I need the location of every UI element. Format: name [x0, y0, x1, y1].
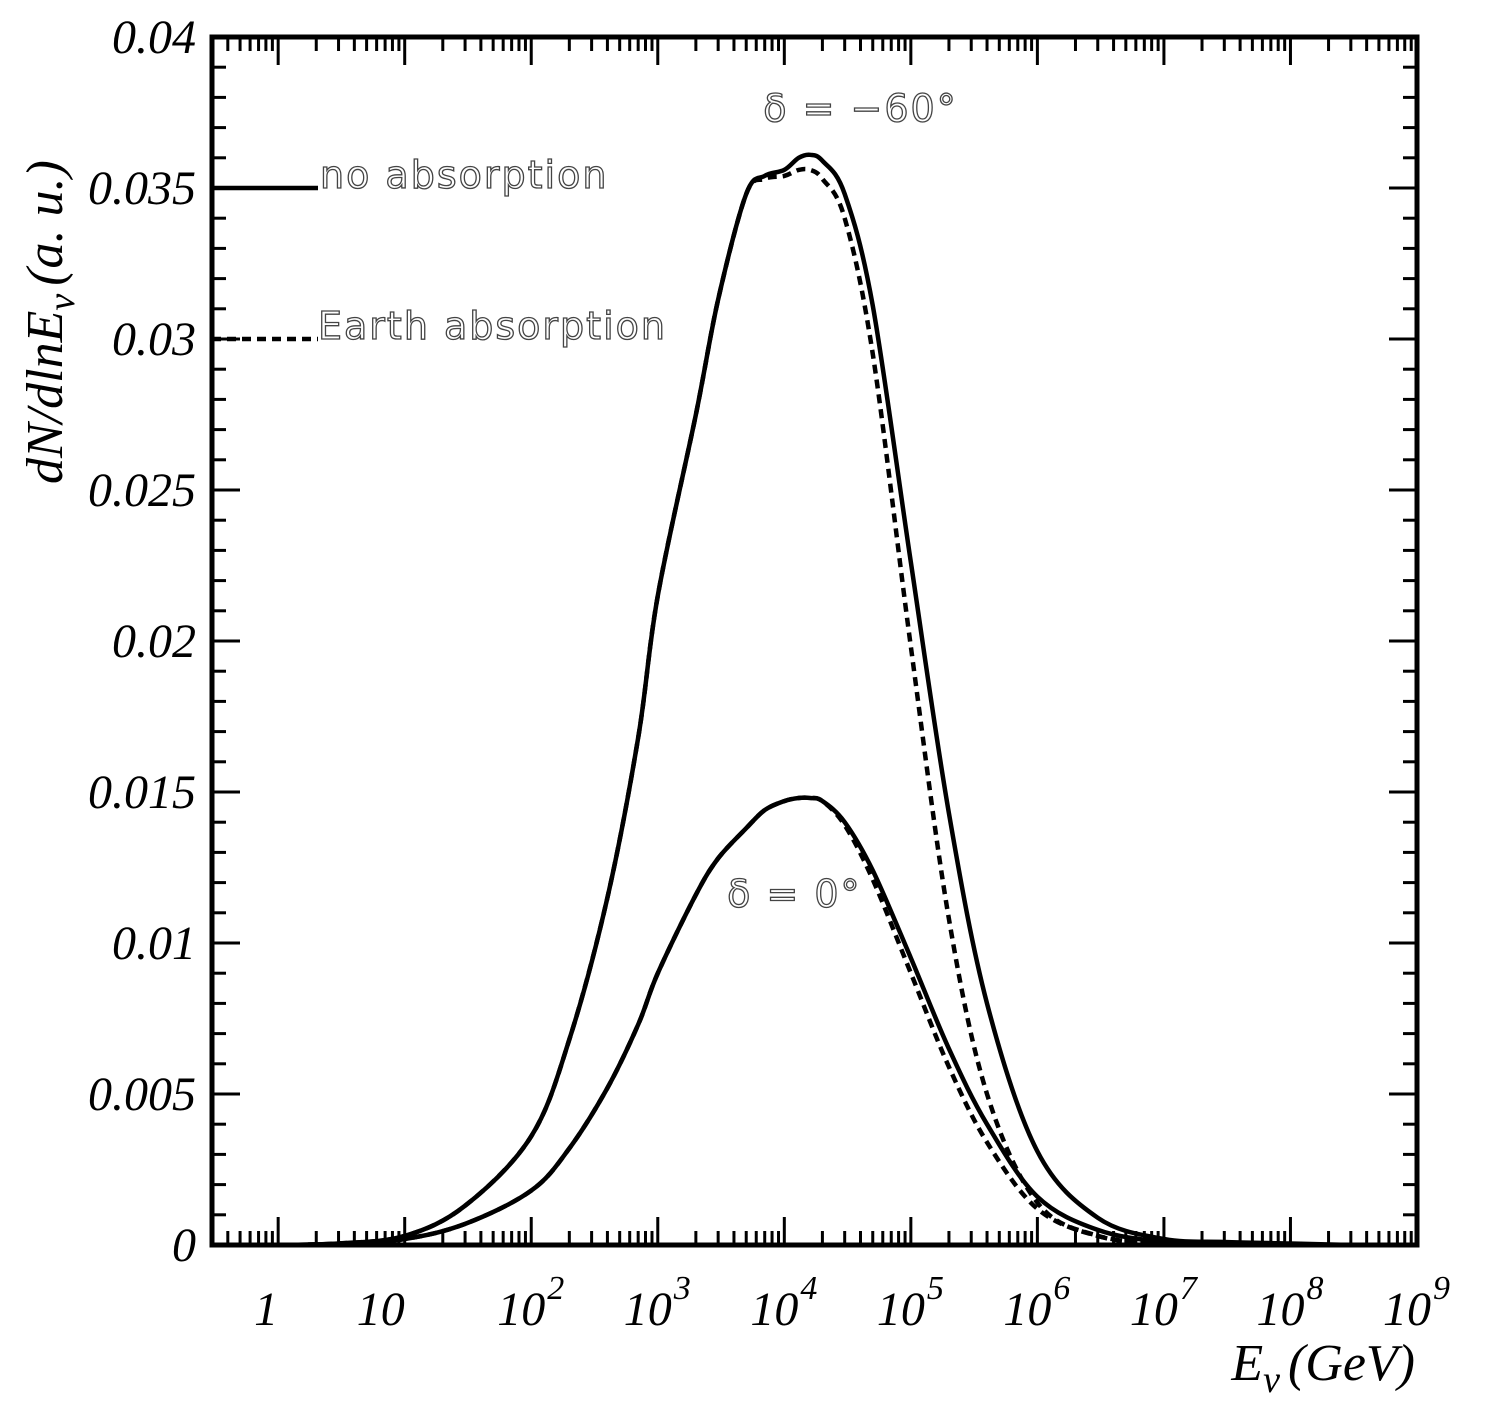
curves [278, 152, 1351, 1248]
x-tick-exponent: 8 [1306, 1270, 1323, 1307]
x-tick-base: 10 [497, 1283, 545, 1336]
major-ticks [212, 35, 1419, 1247]
x-tick-base: 10 [1383, 1283, 1431, 1336]
x-tick-label: 106 [1003, 1270, 1070, 1336]
x-tick-exponent: 6 [1053, 1270, 1070, 1307]
y-tick-label: 0.005 [88, 1068, 196, 1121]
x-tick-label: 10 [357, 1283, 405, 1336]
legend-label-earth-absorption: Earth absorption [318, 304, 667, 348]
curve-delta-0-earth-absorption [278, 795, 1291, 1248]
y-axis-label-unit: (a. u.) [17, 160, 74, 286]
y-tick-label: 0.03 [112, 313, 196, 366]
x-tick-exponent: 4 [800, 1270, 817, 1307]
x-axis-label-sub: ν [1263, 1359, 1280, 1401]
y-tick-label: 0.02 [112, 615, 196, 668]
x-tick-label: 107 [1130, 1270, 1199, 1336]
x-tick-label: 108 [1256, 1270, 1323, 1336]
x-tick-label: 105 [877, 1270, 944, 1336]
x-tick-exponent: 7 [1180, 1270, 1199, 1307]
x-tick-label: 104 [750, 1270, 817, 1336]
x-axis-label: Eν (GeV) [1230, 1335, 1415, 1401]
plot-frame [209, 34, 1420, 1248]
x-tick-label: 102 [497, 1270, 564, 1336]
x-axis-label-main: E [1230, 1335, 1263, 1392]
y-tick-label: 0.015 [88, 766, 196, 819]
y-tick-label: 0 [172, 1219, 196, 1272]
x-tick-base: 10 [1130, 1283, 1178, 1336]
y-tick-labels: 0 0.005 0.01 0.015 0.02 0.025 0.03 0.035 0.04 [88, 11, 196, 1272]
x-tick-base: 10 [357, 1283, 405, 1336]
x-tick-base: 10 [750, 1283, 798, 1336]
x-tick-labels: 1 10 102 103 104 105 106 107 108 109 [254, 1270, 1450, 1336]
x-tick-base: 10 [877, 1283, 925, 1336]
annotation-delta-minus-60: δ = −60° [763, 87, 957, 131]
minor-ticks [210, 37, 1417, 1245]
x-tick-label: 1 [254, 1283, 278, 1336]
y-tick-label: 0.01 [112, 917, 196, 970]
annotation-delta-0: δ = 0° [727, 872, 861, 916]
y-axis-label-sub: ν [41, 294, 83, 311]
x-tick-exponent: 3 [673, 1270, 691, 1307]
y-tick-label: 0.035 [88, 162, 196, 215]
curve-delta-0-no-absorption [278, 795, 1291, 1248]
x-tick-label: 109 [1383, 1270, 1450, 1336]
y-tick-label: 0.04 [112, 11, 196, 64]
x-tick-base: 10 [1256, 1283, 1304, 1336]
x-tick-base: 10 [624, 1283, 672, 1336]
y-tick-label: 0.025 [88, 464, 196, 517]
y-axis-label: dN/dlnEν (a. u.) [17, 160, 83, 484]
x-axis-label-unit: (GeV) [1288, 1335, 1415, 1392]
y-axis-label-main: dN/dlnE [17, 311, 74, 484]
x-tick-base: 1 [254, 1283, 278, 1336]
legend-label-no-absorption: no absorption [320, 153, 608, 197]
x-tick-exponent: 2 [547, 1270, 564, 1307]
x-tick-exponent: 9 [1433, 1270, 1450, 1307]
x-tick-exponent: 5 [927, 1270, 944, 1307]
x-tick-label: 103 [624, 1270, 691, 1336]
curve-delta-minus-60-earth-absorption [278, 166, 1291, 1248]
x-tick-base: 10 [1003, 1283, 1051, 1336]
